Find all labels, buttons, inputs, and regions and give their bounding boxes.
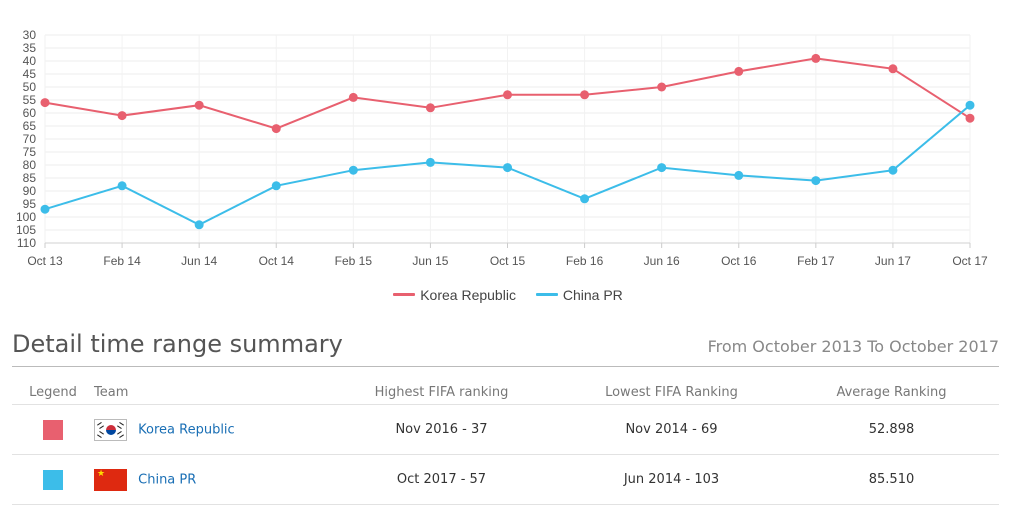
- legend-swatch-korea: [43, 419, 63, 440]
- x-tick-label: Oct 17: [952, 254, 988, 268]
- table-row: Korea Republic Nov 2016 - 37 Nov 2014 - …: [12, 405, 999, 455]
- x-tick-label: Feb 14: [103, 254, 141, 268]
- data-point-0-5: [425, 103, 435, 113]
- lowest-cell: Jun 2014 - 103: [623, 472, 720, 487]
- data-point-1-5: [425, 157, 435, 167]
- y-tick-label: 100: [16, 210, 36, 224]
- legend-label-korea: Korea Republic: [420, 286, 516, 303]
- team-cell: ★ China PR: [94, 455, 324, 505]
- summary-range: From October 2013 To October 2017: [707, 337, 999, 356]
- chart-series: [40, 53, 975, 230]
- data-point-1-2: [194, 220, 204, 230]
- team-link-korea[interactable]: Korea Republic: [138, 422, 235, 437]
- data-point-0-1: [117, 111, 127, 121]
- y-tick-label: 55: [23, 93, 37, 107]
- team-cell: Korea Republic: [94, 405, 324, 455]
- y-tick-label: 105: [16, 223, 36, 237]
- data-point-0-8: [657, 82, 667, 92]
- data-point-1-8: [657, 163, 667, 173]
- legend-cell: [12, 455, 94, 505]
- y-tick-label: 90: [23, 184, 37, 198]
- summary-title: Detail time range summary: [12, 330, 343, 358]
- legend-item-china[interactable]: China PR: [535, 286, 623, 303]
- header-team: Team: [94, 384, 129, 400]
- x-tick-label: Oct 15: [490, 254, 526, 268]
- data-point-0-2: [194, 100, 204, 110]
- x-tick-label: Oct 14: [259, 254, 295, 268]
- header-lowest: Lowest FIFA Ranking: [605, 384, 738, 400]
- data-point-0-11: [888, 64, 898, 74]
- data-point-0-4: [348, 92, 358, 102]
- data-point-1-11: [888, 165, 898, 175]
- x-tick-label: Jun 16: [644, 254, 680, 268]
- y-tick-label: 50: [23, 80, 37, 94]
- chart-grid: [44, 34, 971, 244]
- data-point-0-0: [40, 98, 50, 108]
- x-tick-label: Oct 13: [27, 254, 63, 268]
- team-link-china[interactable]: China PR: [138, 472, 197, 487]
- y-tick-label: 35: [23, 41, 37, 55]
- chart-legend: Korea Republic China PR: [0, 283, 1016, 303]
- data-point-1-3: [271, 181, 281, 191]
- header-average: Average Ranking: [836, 384, 947, 400]
- legend-item-korea[interactable]: Korea Republic: [393, 287, 516, 303]
- data-point-1-4: [348, 165, 358, 175]
- data-point-1-7: [580, 194, 590, 204]
- data-point-0-10: [811, 53, 821, 63]
- x-axis: Oct 13 Feb 14 Jun 14 Oct 14 Feb 15 Jun 15 Oct …: [27, 242, 988, 268]
- data-point-0-9: [734, 66, 744, 76]
- summary-table: Legend Team Highest FIFA ranking Lowest …: [12, 380, 999, 505]
- x-tick-label: Oct 16: [721, 254, 757, 268]
- data-point-0-7: [580, 90, 590, 100]
- y-tick-label: 60: [23, 106, 37, 120]
- summary-header-row: Legend Team Highest FIFA ranking Lowest …: [12, 380, 999, 405]
- summary-divider: [12, 366, 999, 367]
- x-tick-label: Feb 16: [566, 254, 604, 268]
- x-tick-label: Jun 17: [875, 254, 911, 268]
- data-point-1-9: [734, 170, 744, 180]
- y-tick-label: 80: [23, 158, 37, 172]
- data-point-0-6: [503, 90, 512, 100]
- header-highest: Highest FIFA ranking: [374, 384, 509, 400]
- y-tick-label: 30: [23, 28, 37, 42]
- y-tick-label: 65: [23, 119, 37, 133]
- y-tick-label: 45: [23, 67, 37, 81]
- data-point-1-6: [503, 163, 512, 173]
- legend-line-china: [535, 293, 558, 296]
- table-row: ★ China PR Oct 2017 - 57 Jun 2014 - 103 …: [12, 455, 999, 505]
- legend-swatch-china: [43, 469, 63, 490]
- y-tick-label: 95: [23, 197, 37, 211]
- average-cell: 85.510: [868, 472, 915, 487]
- flag-china-icon: ★: [94, 468, 127, 491]
- highest-cell: Oct 2017 - 57: [396, 472, 487, 487]
- y-tick-label: 70: [23, 132, 37, 146]
- y-tick-label: 110: [17, 236, 36, 250]
- legend-cell: [12, 405, 94, 455]
- x-tick-label: Feb 17: [797, 254, 835, 268]
- highest-cell: Nov 2016 - 37: [395, 422, 488, 437]
- data-point-1-10: [811, 176, 821, 186]
- y-tick-label: 85: [23, 171, 37, 185]
- data-point-1-0: [40, 204, 50, 214]
- lowest-cell: Nov 2014 - 69: [625, 422, 718, 437]
- x-tick-label: Jun 15: [412, 254, 448, 268]
- y-tick-label: 75: [23, 145, 37, 159]
- legend-line-korea: [393, 293, 416, 296]
- header-legend: Legend: [29, 384, 77, 400]
- average-cell: 52.898: [868, 422, 915, 437]
- legend-label-china: China PR: [562, 286, 623, 303]
- x-tick-label: Feb 15: [335, 254, 373, 268]
- x-tick-label: Jun 14: [181, 254, 217, 268]
- data-point-0-3: [271, 124, 281, 134]
- data-point-1-12: [965, 100, 975, 110]
- flag-korea-icon: [94, 418, 127, 441]
- data-point-1-1: [117, 181, 127, 191]
- y-tick-label: 40: [23, 54, 37, 68]
- data-point-0-12: [965, 113, 975, 123]
